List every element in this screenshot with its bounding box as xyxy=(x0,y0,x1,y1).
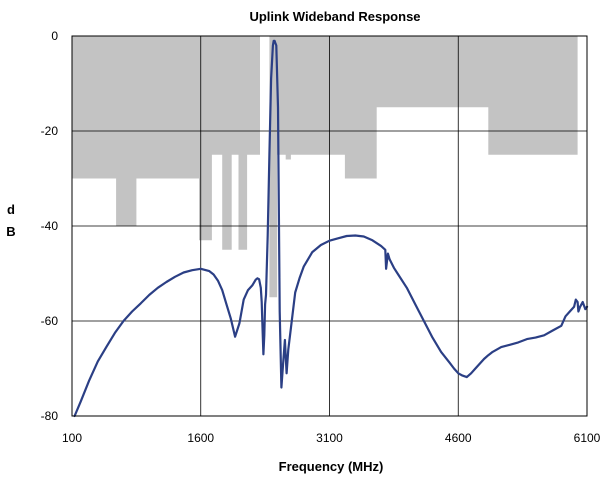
x-tick-label: 1600 xyxy=(187,431,214,445)
y-axis-title-line-1: d xyxy=(7,202,15,217)
x-tick-labels: 100 1600 3100 4600 6100 xyxy=(62,431,601,445)
x-tick-label: 4600 xyxy=(445,431,472,445)
plot-frame xyxy=(71,35,588,417)
grid-layer xyxy=(72,36,587,416)
x-tick-label: 3100 xyxy=(316,431,343,445)
mask-region xyxy=(72,36,578,298)
mask-region-layer xyxy=(72,36,578,298)
x-axis-title: Frequency (MHz) xyxy=(279,459,384,474)
series-layer xyxy=(73,39,589,418)
chart-title: Uplink Wideband Response xyxy=(249,9,420,24)
y-tick-label: -40 xyxy=(41,219,59,233)
y-tick-label: -80 xyxy=(41,409,59,423)
y-tick-label: -20 xyxy=(41,124,59,138)
y-tick-label: 0 xyxy=(51,29,58,43)
x-tick-label: 6100 xyxy=(574,431,601,445)
y-tick-label: -60 xyxy=(41,314,59,328)
y-tick-labels: 0 -20 -40 -60 -80 xyxy=(41,29,59,423)
x-tick-label: 100 xyxy=(62,431,82,445)
response-series-line xyxy=(73,39,589,418)
y-axis-title-line-2: B xyxy=(6,224,15,239)
